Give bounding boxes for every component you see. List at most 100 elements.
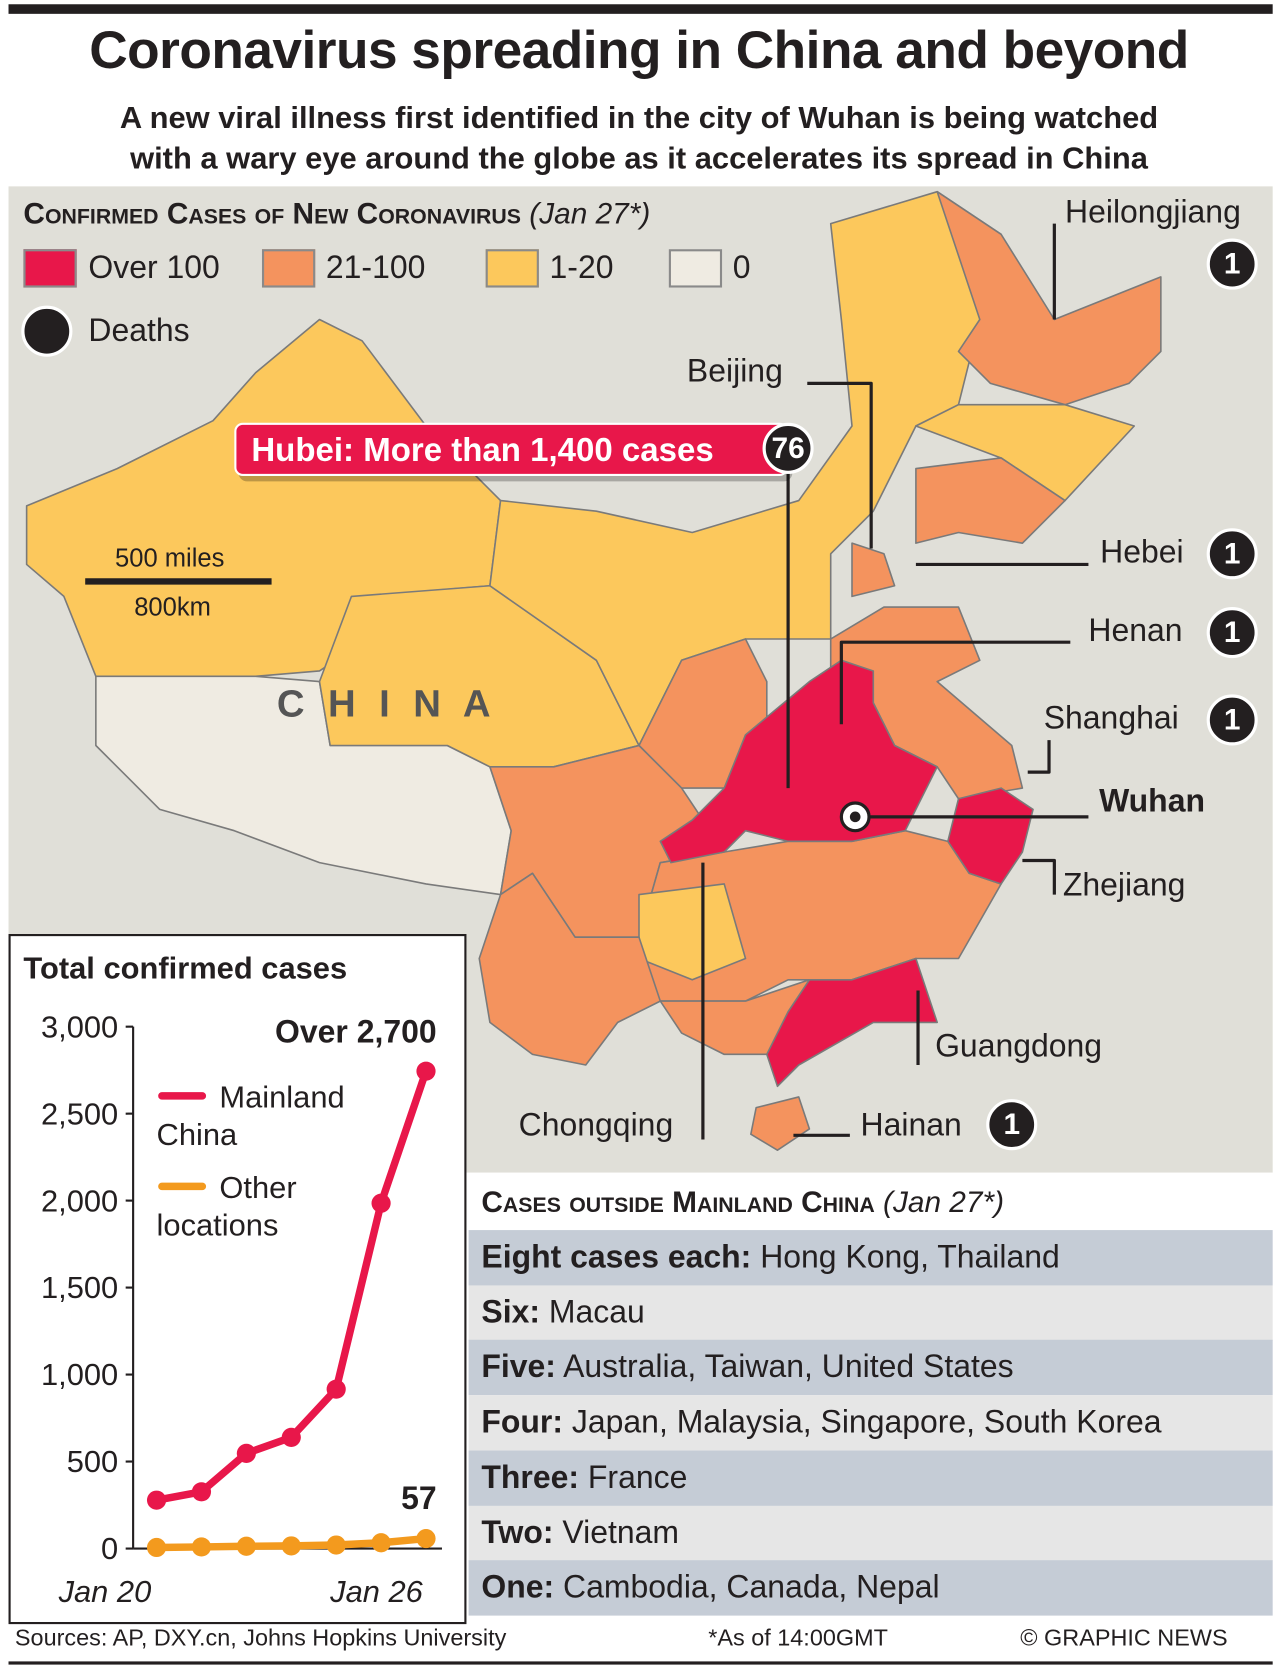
legend-label: Mainland bbox=[219, 1080, 344, 1115]
outside-cases-row: Four: Japan, Malaysia, Singapore, South … bbox=[468, 1395, 1273, 1451]
legend-label: Deaths bbox=[88, 313, 190, 349]
legend-swatch-21-100 bbox=[261, 249, 316, 288]
scale-km: 800km bbox=[134, 593, 211, 622]
data-point bbox=[416, 1061, 436, 1081]
region-hainan bbox=[750, 1096, 811, 1151]
label-guangdong: Guangdong bbox=[935, 1028, 1103, 1064]
footnote: *As of 14:00GMT bbox=[708, 1624, 888, 1651]
page-title: Coronavirus spreading in China and beyon… bbox=[89, 20, 1189, 80]
case-places: Australia, Taiwan, United States bbox=[563, 1349, 1014, 1385]
annotation-other: 57 bbox=[401, 1480, 437, 1516]
sources: Sources: AP, DXY.cn, Johns Hopkins Unive… bbox=[14, 1624, 507, 1651]
cases-line-chart: Total confirmed cases 0 500 1,000 1,500 2,000… bbox=[23, 951, 442, 1609]
subtitle: A new viral illness first identified in … bbox=[0, 98, 1278, 179]
label-shanghai: Shanghai bbox=[1043, 700, 1179, 736]
death-badge-henan: 1 bbox=[1206, 607, 1258, 659]
credit: © GRAPHIC NEWS bbox=[1020, 1624, 1228, 1651]
label-hebei: Hebei bbox=[1100, 534, 1184, 570]
label-chongqing: Chongqing bbox=[518, 1107, 674, 1143]
region-guangdong bbox=[766, 957, 938, 1088]
china-map bbox=[25, 190, 1162, 1151]
label-wuhan: Wuhan bbox=[1099, 783, 1205, 819]
y-tick-label: 500 bbox=[67, 1444, 119, 1479]
data-point bbox=[416, 1529, 436, 1549]
region-zhejiang bbox=[947, 787, 1034, 885]
death-badge-hebei: 1 bbox=[1206, 528, 1258, 580]
death-badge-hainan: 1 bbox=[986, 1099, 1038, 1151]
cases-chart-panel: Total confirmed cases 0 500 1,000 1,500 2,000… bbox=[8, 934, 467, 1625]
map-regions bbox=[25, 190, 1162, 1151]
top-rule bbox=[8, 4, 1273, 14]
region-heilongjiang bbox=[936, 190, 1162, 406]
data-point bbox=[191, 1537, 212, 1557]
case-places: Hong Kong, Thailand bbox=[760, 1239, 1060, 1275]
x-tick-label: Jan 26 bbox=[329, 1574, 424, 1609]
case-count: Six: bbox=[481, 1294, 540, 1330]
region-yunnan bbox=[478, 872, 662, 1066]
chart-title: Total confirmed cases bbox=[23, 951, 347, 986]
region-liaoning bbox=[915, 457, 1066, 544]
outside-cases-row: Eight cases each: Hong Kong, Thailand bbox=[468, 1230, 1273, 1286]
hubei-banner: Hubei: More than 1,400 cases bbox=[234, 422, 789, 477]
data-point bbox=[146, 1537, 167, 1558]
outside-cases-row: Six: Macau bbox=[468, 1285, 1273, 1341]
death-badge-heilongjiang: 1 bbox=[1206, 238, 1258, 290]
legend-swatch-0 bbox=[668, 249, 723, 288]
y-tick-label: 1,500 bbox=[41, 1270, 118, 1305]
case-places: France bbox=[587, 1459, 688, 1496]
case-places: Vietnam bbox=[562, 1514, 680, 1551]
case-count: Four: bbox=[481, 1404, 564, 1440]
annotation-top: Over 2,700 bbox=[275, 1014, 437, 1050]
deaths-legend-icon bbox=[21, 305, 73, 357]
x-tick-label: Jan 20 bbox=[58, 1574, 152, 1609]
case-count: Five: bbox=[481, 1349, 556, 1385]
region-hebei bbox=[851, 542, 896, 598]
label-zhejiang: Zhejiang bbox=[1062, 867, 1186, 904]
case-count: Eight cases each: bbox=[481, 1239, 752, 1275]
outside-title-text: Cases outside Mainland China bbox=[481, 1185, 875, 1219]
case-places: Cambodia, Canada, Nepal bbox=[563, 1570, 940, 1606]
label-beijing: Beijing bbox=[686, 353, 783, 389]
legend-label: 21-100 bbox=[325, 250, 426, 286]
data-point bbox=[236, 1443, 256, 1463]
data-point bbox=[236, 1536, 256, 1556]
outside-cases-row: One: Cambodia, Canada, Nepal bbox=[468, 1560, 1273, 1616]
legend-label: 0 bbox=[732, 250, 751, 286]
case-places: Japan, Malaysia, Singapore, South Korea bbox=[571, 1404, 1162, 1440]
legend-label: Over 100 bbox=[88, 250, 220, 286]
subtitle-line: with a wary eye around the globe as it a… bbox=[130, 141, 1148, 176]
outside-cases-row: Three: France bbox=[468, 1450, 1273, 1506]
death-badge-shanghai: 1 bbox=[1206, 694, 1258, 746]
legend-title-text: Confirmed Cases of New Coronavirus bbox=[23, 197, 522, 231]
outside-cases-row: Two: Vietnam bbox=[468, 1505, 1273, 1561]
y-tick-label: 3,000 bbox=[41, 1009, 118, 1044]
data-point bbox=[326, 1379, 346, 1399]
data-point bbox=[281, 1536, 301, 1556]
subtitle-line: A new viral illness first identified in … bbox=[119, 101, 1159, 136]
legend-title: Confirmed Cases of New Coronavirus (Jan … bbox=[23, 197, 650, 231]
outside-date: (Jan 27*) bbox=[883, 1185, 1005, 1219]
data-point bbox=[281, 1427, 301, 1447]
data-point bbox=[371, 1193, 391, 1213]
hubei-deaths-badge: 76 bbox=[762, 422, 814, 474]
data-point bbox=[146, 1490, 167, 1510]
legend-swatch-1-20 bbox=[485, 249, 539, 288]
country-label: C H I N A bbox=[276, 681, 498, 726]
label-hainan: Hainan bbox=[860, 1107, 962, 1143]
data-point bbox=[371, 1533, 391, 1553]
leader-lines bbox=[85, 223, 1089, 1140]
legend-swatch-over-100 bbox=[23, 249, 77, 288]
case-count: One: bbox=[481, 1570, 555, 1606]
label-henan: Henan bbox=[1088, 613, 1183, 649]
scale-miles: 500 miles bbox=[115, 544, 225, 573]
case-count: Two: bbox=[481, 1514, 554, 1551]
legend-label: China bbox=[157, 1117, 238, 1152]
case-count: Three: bbox=[481, 1459, 580, 1496]
data-point bbox=[191, 1482, 212, 1502]
outside-cases-row: Five: Australia, Taiwan, United States bbox=[468, 1340, 1273, 1396]
bottom-rule bbox=[8, 1661, 1273, 1665]
y-tick-label: 2,000 bbox=[41, 1183, 118, 1218]
label-heilongjiang: Heilongjiang bbox=[1065, 194, 1241, 231]
y-tick-label: 1,000 bbox=[41, 1357, 118, 1392]
data-point bbox=[326, 1535, 346, 1555]
